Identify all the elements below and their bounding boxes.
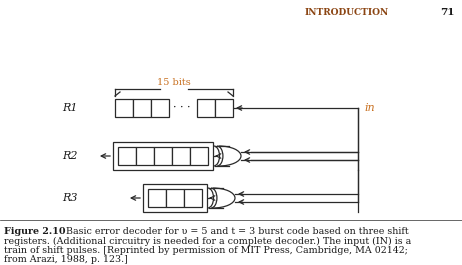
Bar [184,189,202,207]
Text: Figure 2.10: Figure 2.10 [4,227,66,236]
Bar [136,147,154,165]
Text: registers. (Additional circuitry is needed for a complete decoder.) The input (I: registers. (Additional circuitry is need… [4,236,411,246]
Text: · · ·: · · · [173,103,190,113]
Text: R3: R3 [62,193,78,203]
Text: Basic error decoder for υ = 5 and t = 3 burst code based on three shift: Basic error decoder for υ = 5 and t = 3 … [60,227,408,236]
Bar [197,99,215,117]
Text: 71: 71 [440,8,455,17]
Text: in: in [364,103,375,113]
Bar [143,184,207,212]
Bar [148,189,166,207]
Bar [115,99,133,117]
Bar [151,99,169,117]
Bar [166,189,184,207]
Text: from Arazi, 1988, p. 123.]: from Arazi, 1988, p. 123.] [4,255,128,264]
Text: INTRODUCTION: INTRODUCTION [305,8,389,17]
Bar [215,99,233,117]
Text: R2: R2 [62,151,78,161]
Text: R1: R1 [62,103,78,113]
Bar [172,147,190,165]
Text: train of shift pulses. [Reprinted by permission of MIT Press, Cambridge, MA 0214: train of shift pulses. [Reprinted by per… [4,246,408,255]
Bar [113,142,213,170]
Text: 15 bits: 15 bits [157,78,191,87]
Bar [133,99,151,117]
Bar [118,147,136,165]
Bar [154,147,172,165]
Bar [190,147,208,165]
